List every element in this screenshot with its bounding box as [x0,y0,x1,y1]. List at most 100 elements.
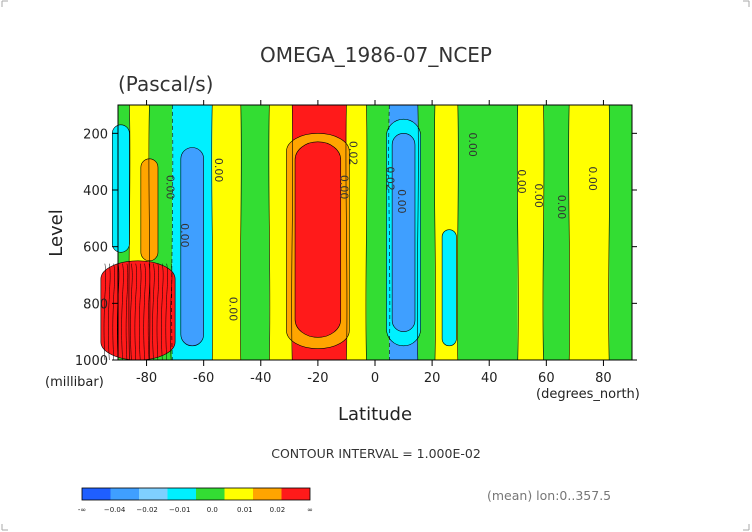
contour-line [345,104,348,361]
colorbar-swatch [139,488,168,500]
contour-line [239,104,242,361]
x-tick-label: 40 [481,371,498,386]
colorbar-frame [81,487,311,501]
y-tick-label: 400 [83,184,108,199]
y-tick-label: 800 [83,297,108,312]
heatmap-column [609,105,632,360]
y-tick-label: 600 [83,241,108,256]
colorbar-label: 0.0 [207,506,218,514]
heatmap-column [417,105,435,360]
contour-line [121,263,124,361]
contour-label: 0.00 [515,169,528,194]
colorbar-label: ∞ [307,506,313,514]
heatmap-core [100,260,176,361]
contour-line [139,263,142,361]
x-axis-ticks: -80 -60 -40 -20 0 20 40 60 80 [136,100,612,386]
heatmap-column [346,105,367,360]
contour-label: 0.02 [383,166,396,191]
contour-label: 0.00 [586,166,599,191]
colorbar-label: 0.01 [237,506,253,514]
colorbar-swatch [281,488,310,500]
contour-line [130,263,133,361]
contour-line [112,263,115,361]
contour-label: 0.00 [226,297,239,322]
heatmap-column [517,105,544,360]
contour-line [108,263,111,361]
heatmap-core [391,133,416,332]
x-tick-label: -60 [193,371,214,386]
contour-line [211,104,214,361]
x-tick-label: 60 [538,371,555,386]
contour-line [103,263,106,361]
contour-line [169,263,173,361]
contour-line [365,104,368,361]
y-axis-label: Level [46,209,67,257]
contour-line [148,104,151,361]
contour-line [156,263,159,361]
x-tick-label: 80 [595,371,612,386]
heatmap-core [441,229,457,347]
contour-label: 0.00 [555,195,568,220]
chart-subtitle: (Pascal/s) [118,72,213,96]
contour-label: 0.00 [532,183,545,208]
contour-line [147,263,151,361]
contour-label: 0.00 [212,158,225,183]
heatmap-column [569,105,610,360]
colorbar-label: -∞ [78,506,86,514]
x-tick-label: -20 [307,371,328,386]
contour-label: 0.00 [338,175,351,200]
plot-area [100,105,632,361]
y-tick-label: 1000 [75,354,108,369]
heatmap-column [543,105,570,360]
contour-line [568,104,571,361]
heatmap-column [366,105,390,360]
contour-line [434,104,436,361]
colorbar-swatch [253,488,282,500]
x-tick-label: 20 [424,371,441,386]
footer-note: (mean) lon:0..357.5 [487,488,611,503]
contour-line [456,104,459,361]
contour-label: 0.00 [466,132,479,157]
x-axis-label: Latitude [338,404,412,425]
y-axis-ticks: 200 400 600 800 1000 [75,127,637,369]
colorbar-swatch [167,488,196,500]
contour-line [416,104,419,361]
colorbar-swatch [82,488,111,500]
heatmap-column [212,105,241,360]
heatmap-core [180,147,204,347]
contour-line [152,263,155,361]
contour-line [134,263,137,361]
contour-label: 0.02 [346,141,359,166]
colorbar-swatch [110,488,139,500]
contour-line [516,104,519,361]
x-tick-label: 0 [371,371,379,386]
colorbar: -∞ −0.04 −0.02 −0.01 0.0 0.01 0.02 ∞ [78,487,313,514]
heatmap-column [240,105,270,360]
contour-interval-text: CONTOUR INTERVAL = 1.000E-02 [271,446,481,461]
colorbar-label: 0.02 [270,506,286,514]
colorbar-label: −0.04 [104,506,126,514]
x-tick-label: -80 [136,371,157,386]
contour-labels: 0.000.000.000.000.020.00 0.020.000.000.00… [164,132,600,321]
colorbar-label: −0.01 [169,506,190,514]
contour-label: 0.00 [164,175,177,200]
y-axis-unit: (millibar) [45,375,104,390]
contour-line [165,263,168,361]
contour-line [143,263,146,361]
contour-line [608,104,611,361]
contour-line [291,104,294,361]
colorbar-label: −0.02 [136,506,157,514]
y-tick-label: 200 [83,127,108,142]
contour-label: 0.00 [395,189,408,214]
contour-line [388,104,391,361]
colorbar-swatch [224,488,253,500]
contour-line [161,263,164,361]
contour-line [268,104,271,361]
contour-label: 0.00 [178,223,191,248]
contour-line [128,104,131,361]
heatmap-core [294,141,342,338]
x-axis-unit: (degrees_north) [536,387,640,402]
chart-title: OMEGA_1986-07_NCEP [260,43,492,67]
